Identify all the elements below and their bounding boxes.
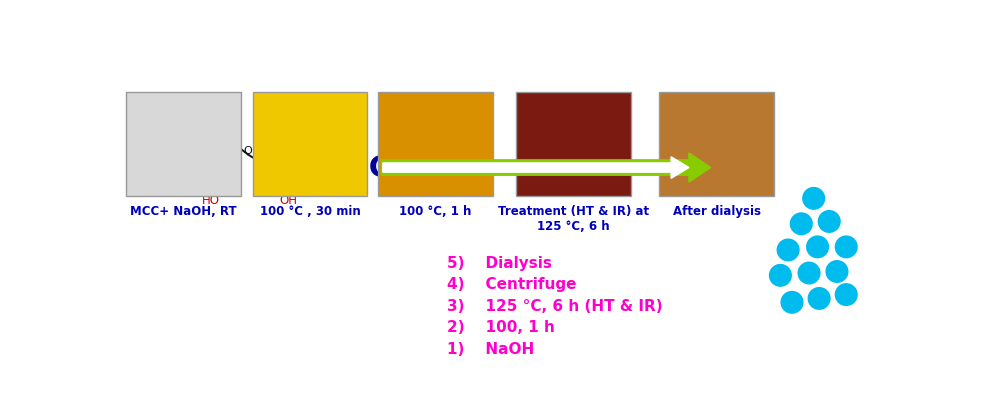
Text: Treatment (HT & IR) at
125 °C, 6 h: Treatment (HT & IR) at 125 °C, 6 h (497, 204, 648, 232)
Text: HO: HO (171, 109, 189, 122)
Text: 1)    NaOH: 1) NaOH (446, 341, 534, 356)
Text: HO: HO (317, 176, 335, 189)
Text: O: O (274, 127, 282, 137)
FancyBboxPatch shape (378, 93, 492, 197)
Text: MCC: MCC (316, 154, 391, 182)
Circle shape (817, 211, 840, 233)
Text: HO: HO (181, 162, 199, 175)
Text: HO: HO (202, 193, 220, 207)
Text: O: O (154, 135, 163, 146)
Circle shape (834, 284, 857, 306)
Circle shape (825, 261, 847, 283)
Text: 4)    Centrifuge: 4) Centrifuge (446, 276, 576, 292)
Circle shape (789, 213, 811, 235)
FancyArrow shape (382, 157, 688, 179)
Text: CQDs: CQDs (683, 154, 775, 182)
Text: MCC+ NaOH, RT: MCC+ NaOH, RT (130, 204, 237, 217)
Text: 5)    Dialysis: 5) Dialysis (446, 255, 552, 270)
FancyBboxPatch shape (659, 93, 773, 197)
Circle shape (776, 240, 798, 261)
FancyArrow shape (381, 153, 710, 183)
FancyBboxPatch shape (253, 93, 367, 197)
Circle shape (780, 292, 802, 313)
Text: 100 °C , 30 min: 100 °C , 30 min (260, 204, 360, 217)
Text: O: O (189, 127, 198, 137)
FancyBboxPatch shape (126, 93, 241, 197)
Circle shape (834, 236, 857, 258)
Circle shape (807, 288, 829, 310)
Circle shape (802, 188, 823, 210)
Text: 2)    100, 1 h: 2) 100, 1 h (446, 320, 555, 335)
Circle shape (806, 236, 827, 258)
Text: O: O (244, 146, 252, 155)
Text: 3)    125 °C, 6 h (HT & IR): 3) 125 °C, 6 h (HT & IR) (446, 298, 662, 313)
Circle shape (797, 263, 819, 284)
Text: After dialysis: After dialysis (672, 204, 760, 217)
FancyBboxPatch shape (516, 93, 630, 197)
Text: OH: OH (270, 109, 288, 122)
Text: 100 °C, 1 h: 100 °C, 1 h (399, 204, 471, 217)
Circle shape (768, 265, 790, 286)
Text: OH: OH (279, 193, 297, 207)
